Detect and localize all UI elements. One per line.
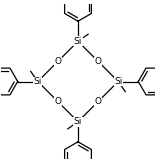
Text: O: O [54, 57, 61, 66]
Text: O: O [54, 97, 61, 106]
Text: O: O [95, 97, 102, 106]
Text: O: O [95, 57, 102, 66]
Text: Si: Si [74, 37, 82, 46]
Text: Si: Si [34, 77, 42, 86]
Text: Si: Si [114, 77, 122, 86]
Text: Si: Si [74, 117, 82, 126]
